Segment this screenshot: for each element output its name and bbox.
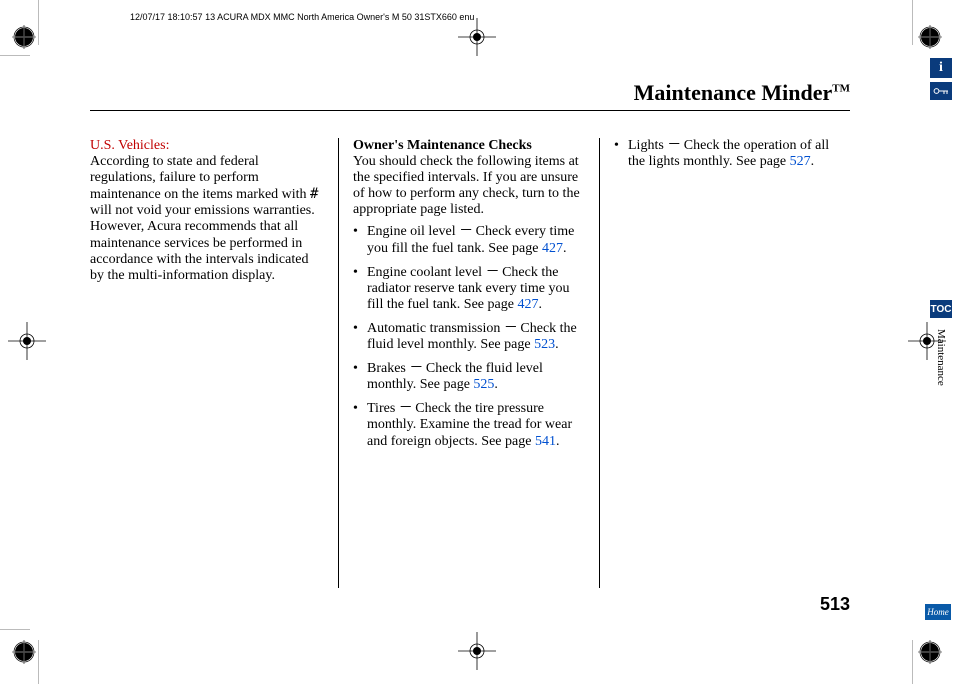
crop-mark [38, 640, 39, 684]
list-item: Engine oil level － Check every time you … [353, 224, 585, 256]
page-number: 513 [820, 594, 850, 615]
maintenance-tab[interactable]: Maintenance [930, 322, 952, 392]
maintenance-list: Engine oil level － Check every time you … [353, 224, 585, 449]
page-title-text: Maintenance Minder [634, 80, 833, 105]
column-3: Lights － Check the operation of all the … [600, 138, 848, 588]
page-link[interactable]: 523 [534, 337, 555, 352]
registration-mark-icon [12, 25, 36, 49]
crop-mark [912, 0, 913, 45]
index-tab-icon[interactable] [930, 82, 952, 100]
side-tabs: i TOC Maintenance [924, 58, 954, 396]
trademark-symbol: TM [832, 83, 850, 95]
crop-mark [38, 0, 39, 45]
crop-mark [0, 629, 30, 630]
toc-tab[interactable]: TOC [930, 300, 952, 318]
center-mark-icon [458, 18, 496, 56]
home-label: Home [927, 607, 949, 617]
home-button[interactable]: Home [925, 604, 951, 620]
center-mark-icon [458, 632, 496, 670]
registration-mark-icon [918, 25, 942, 49]
content-columns: U.S. Vehicles: According to state and fe… [90, 138, 860, 588]
list-item: Tires － Check the tire pressure monthly.… [353, 401, 585, 449]
registration-mark-icon [918, 640, 942, 664]
page-link[interactable]: 541 [535, 434, 556, 449]
us-vehicles-heading: U.S. Vehicles: [90, 138, 169, 153]
page-link[interactable]: 427 [517, 297, 538, 312]
page-link[interactable]: 527 [790, 154, 811, 169]
page-title: Maintenance MinderTM [634, 80, 850, 106]
page-content: 12/07/17 18:10:57 13 ACURA MDX MMC North… [50, 60, 910, 625]
list-item: Automatic transmission － Check the fluid… [353, 321, 585, 353]
title-rule [90, 110, 850, 111]
owners-checks-intro: You should check the following items at … [353, 154, 580, 217]
registration-mark-icon [12, 640, 36, 664]
col1-body: According to state and federal regulatio… [90, 154, 318, 283]
owners-checks-heading: Owner's Maintenance Checks [353, 138, 532, 153]
crop-mark [0, 55, 30, 56]
page-link[interactable]: 427 [542, 241, 563, 256]
maintenance-list-2: Lights － Check the operation of all the … [614, 138, 848, 170]
list-item: Engine coolant level － Check the radiato… [353, 265, 585, 313]
center-mark-icon [8, 322, 46, 360]
crop-mark [912, 640, 913, 684]
list-item: Brakes － Check the fluid level monthly. … [353, 361, 585, 393]
info-tab-icon[interactable]: i [930, 58, 952, 78]
column-1: U.S. Vehicles: According to state and fe… [90, 138, 338, 588]
print-header-stamp: 12/07/17 18:10:57 13 ACURA MDX MMC North… [130, 12, 474, 22]
column-2: Owner's Maintenance Checks You should ch… [338, 138, 600, 588]
list-item: Lights － Check the operation of all the … [614, 138, 848, 170]
page-link[interactable]: 525 [473, 377, 494, 392]
